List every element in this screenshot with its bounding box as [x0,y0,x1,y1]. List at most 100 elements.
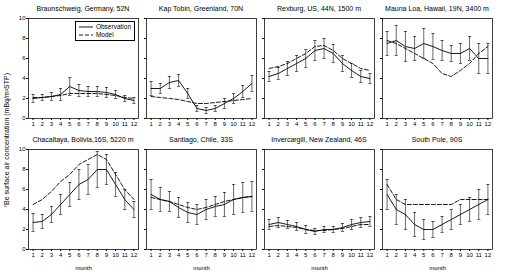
svg-text:9: 9 [105,121,109,127]
svg-text:3: 3 [286,121,290,127]
svg-text:5: 5 [422,121,426,127]
svg-text:9: 9 [341,252,345,258]
svg-text:10: 10 [19,15,26,21]
svg-text:12: 12 [131,121,138,127]
svg-text:4: 4 [177,121,181,127]
svg-text:7: 7 [204,252,208,258]
svg-text:2: 2 [159,252,163,258]
svg-text:3: 3 [168,121,172,127]
svg-text:4: 4 [413,252,417,258]
svg-text:9: 9 [223,252,227,258]
svg-text:7: 7 [86,252,90,258]
svg-text:10: 10 [230,121,237,127]
svg-text:5: 5 [304,252,308,258]
svg-text:7: 7 [86,121,90,127]
svg-text:month: month [193,265,210,271]
svg-text:1: 1 [149,121,153,127]
svg-text:10: 10 [19,146,26,152]
svg-text:5: 5 [304,121,308,127]
svg-text:9: 9 [459,252,463,258]
svg-text:3: 3 [168,252,172,258]
svg-text:1: 1 [267,252,271,258]
svg-text:9: 9 [459,121,463,127]
svg-text:2: 2 [159,121,163,127]
svg-text:11: 11 [240,121,247,127]
svg-text:8: 8 [96,252,100,258]
svg-text:9: 9 [105,252,109,258]
svg-text:4: 4 [22,206,26,212]
svg-text:2: 2 [395,121,399,127]
svg-text:5: 5 [68,121,72,127]
svg-text:6: 6 [313,252,317,258]
svg-text:12: 12 [249,252,256,258]
svg-text:11: 11 [122,252,129,258]
svg-text:1: 1 [31,121,35,127]
svg-text:4: 4 [295,252,299,258]
svg-text:10: 10 [466,252,473,258]
svg-text:10: 10 [112,121,119,127]
svg-text:6: 6 [22,55,26,61]
svg-text:8: 8 [332,121,336,127]
svg-text:1: 1 [149,252,153,258]
svg-text:6: 6 [195,121,199,127]
svg-text:4: 4 [22,75,26,81]
svg-text:7: 7 [440,252,444,258]
svg-text:1: 1 [267,121,271,127]
svg-text:3: 3 [286,252,290,258]
svg-text:6: 6 [313,121,317,127]
svg-text:8: 8 [214,121,218,127]
svg-text:12: 12 [131,252,138,258]
svg-text:9: 9 [223,121,227,127]
svg-text:0: 0 [22,115,26,121]
svg-text:8: 8 [450,121,454,127]
svg-text:1: 1 [31,252,35,258]
svg-text:7: 7 [204,121,208,127]
svg-text:8: 8 [96,121,100,127]
svg-text:2: 2 [22,226,26,232]
svg-text:2: 2 [395,252,399,258]
svg-text:7: 7 [440,121,444,127]
svg-text:8: 8 [332,252,336,258]
svg-text:2: 2 [277,121,281,127]
svg-text:3: 3 [404,121,408,127]
svg-text:12: 12 [485,121,492,127]
svg-text:10: 10 [466,121,473,127]
svg-text:8: 8 [450,252,454,258]
svg-text:3: 3 [404,252,408,258]
svg-text:2: 2 [277,252,281,258]
svg-text:6: 6 [77,121,81,127]
svg-text:11: 11 [122,121,129,127]
svg-text:11: 11 [476,252,483,258]
svg-text:12: 12 [367,252,374,258]
svg-text:6: 6 [431,121,435,127]
svg-text:10: 10 [348,121,355,127]
svg-text:1: 1 [385,121,389,127]
svg-text:0: 0 [22,246,26,252]
svg-text:4: 4 [295,121,299,127]
svg-text:3: 3 [50,252,54,258]
svg-text:month: month [311,265,328,271]
svg-text:12: 12 [367,121,374,127]
svg-text:6: 6 [77,252,81,258]
svg-text:7: 7 [322,252,326,258]
svg-text:11: 11 [358,121,365,127]
svg-text:12: 12 [249,121,256,127]
svg-text:1: 1 [385,252,389,258]
svg-text:2: 2 [22,95,26,101]
svg-text:month: month [75,265,92,271]
svg-text:2: 2 [41,252,45,258]
svg-text:11: 11 [240,252,247,258]
svg-text:8: 8 [22,35,26,41]
svg-text:11: 11 [358,252,365,258]
svg-text:12: 12 [485,252,492,258]
svg-text:4: 4 [59,121,63,127]
svg-text:10: 10 [112,252,119,258]
svg-text:6: 6 [22,186,26,192]
svg-text:2: 2 [41,121,45,127]
svg-text:10: 10 [230,252,237,258]
svg-text:7: 7 [322,121,326,127]
svg-text:9: 9 [341,121,345,127]
svg-text:5: 5 [422,252,426,258]
svg-text:5: 5 [186,121,190,127]
svg-text:month: month [429,265,446,271]
